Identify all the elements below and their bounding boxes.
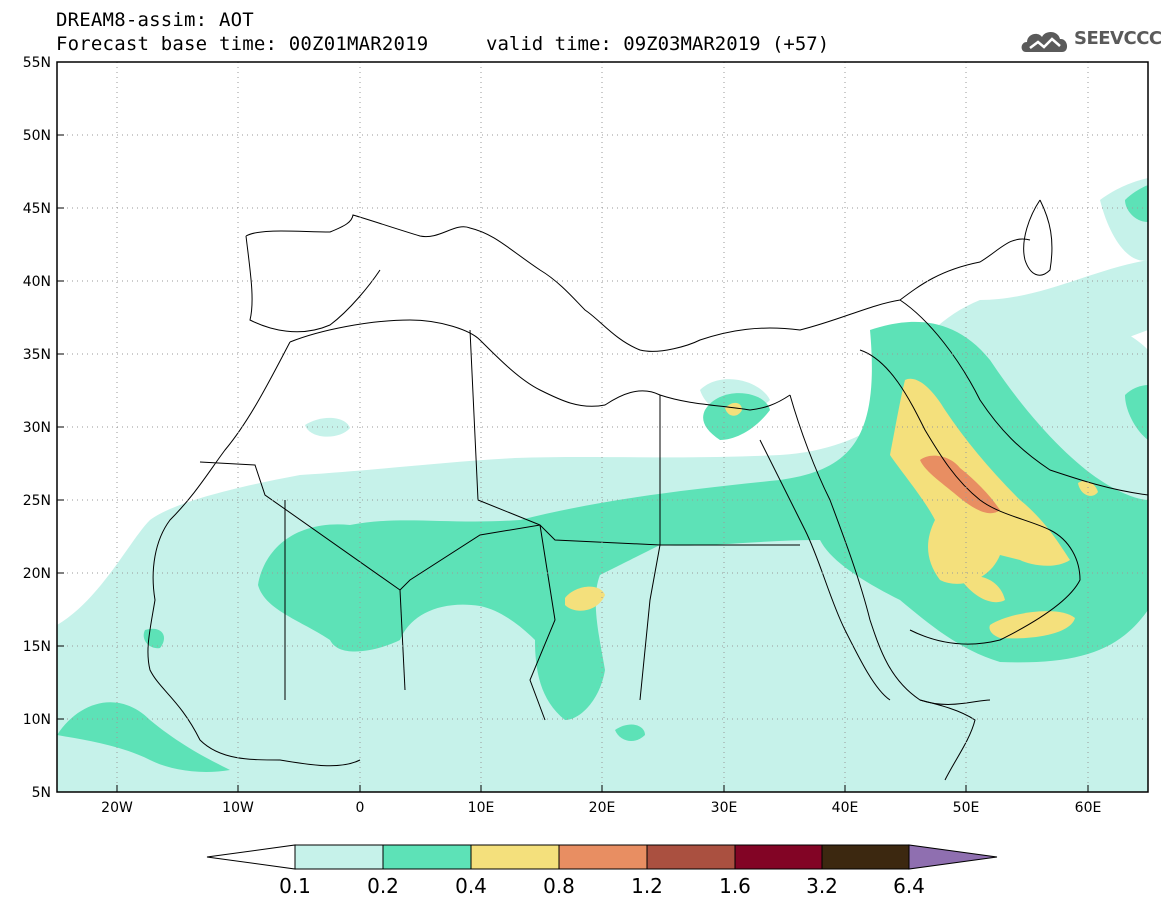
colorbar-label: 6.4 xyxy=(893,874,925,898)
axis-ticks xyxy=(57,61,1089,792)
colorbar-label: 3.2 xyxy=(806,874,838,898)
lon-label: 30E xyxy=(711,800,738,816)
colorbar-label: 0.4 xyxy=(455,874,487,898)
aot-level-0.8 xyxy=(920,455,1000,514)
lat-label: 30N xyxy=(23,420,51,436)
colorbar-label: 1.6 xyxy=(719,874,751,898)
colorbar-high-arrow xyxy=(908,844,998,870)
lon-label: 0 xyxy=(356,800,365,816)
valid-time: valid time: 09Z03MAR2019 (+57) xyxy=(486,33,830,55)
colorbar-swatch xyxy=(734,844,823,870)
map-title: DREAM8-assim: AOT xyxy=(56,9,254,31)
aot-field xyxy=(57,178,1148,792)
lat-label: 10N xyxy=(23,712,51,728)
lon-labels: 20W 10W 0 10E 20E 30E 40E 50E 60E xyxy=(101,800,1101,816)
lon-label: 40E xyxy=(832,800,859,816)
lat-label: 25N xyxy=(23,493,51,509)
colorbar-low-arrow xyxy=(206,844,296,870)
colorbar-swatch xyxy=(294,844,384,870)
lon-label: 50E xyxy=(953,800,980,816)
lon-label: 20W xyxy=(101,800,133,816)
lat-label: 45N xyxy=(23,201,51,217)
map-outlines xyxy=(147,199,1148,781)
lon-label: 60E xyxy=(1075,800,1102,816)
lat-label: 15N xyxy=(23,639,51,655)
lat-label: 35N xyxy=(23,347,51,363)
cloud-icon xyxy=(1021,31,1068,52)
seevccc-logo: SEEVCCC xyxy=(1018,22,1162,58)
lat-label: 40N xyxy=(23,274,51,290)
colorbar-swatch xyxy=(821,844,910,870)
aot-level-0.4 xyxy=(565,378,1098,639)
lat-label: 20N xyxy=(23,566,51,582)
lat-label: 50N xyxy=(23,128,51,144)
colorbar-labels: 0.1 0.2 0.4 0.8 1.2 1.6 3.2 6.4 xyxy=(279,874,925,898)
graticule xyxy=(57,62,1148,792)
lat-label: 55N xyxy=(23,55,51,71)
lat-label: 5N xyxy=(32,785,51,801)
colorbar-label: 0.8 xyxy=(543,874,575,898)
lon-label: 10W xyxy=(222,800,254,816)
lon-label: 10E xyxy=(468,800,495,816)
lat-labels: 55N 50N 45N 40N 35N 30N 25N 20N 15N 10N … xyxy=(23,55,51,801)
colorbar-swatch xyxy=(558,844,648,870)
lon-label: 20E xyxy=(589,800,616,816)
colorbar-swatch xyxy=(470,844,560,870)
colorbar-label: 0.2 xyxy=(367,874,399,898)
colorbar-label: 1.2 xyxy=(631,874,663,898)
colorbar: 0.1 0.2 0.4 0.8 1.2 1.6 3.2 6.4 xyxy=(206,844,998,898)
colorbar-label: 0.1 xyxy=(279,874,311,898)
forecast-base-time: Forecast base time: 00Z01MAR2019 xyxy=(56,33,429,55)
colorbar-swatch xyxy=(646,844,736,870)
colorbar-swatch xyxy=(382,844,472,870)
